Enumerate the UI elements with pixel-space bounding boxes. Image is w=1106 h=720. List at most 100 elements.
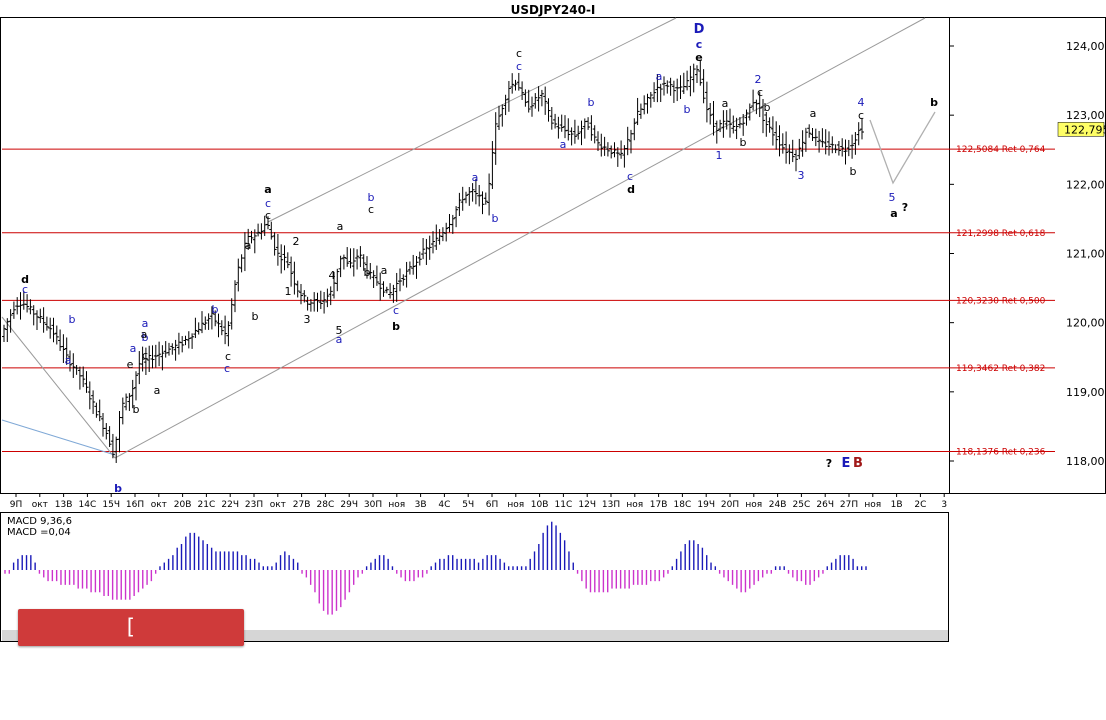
x-tick-label: ноя: [388, 500, 405, 510]
x-tick-label: 28С: [317, 500, 335, 510]
candle: [701, 69, 706, 104]
candle: [450, 214, 455, 234]
candle: [757, 91, 762, 118]
forecast-path: [869, 111, 936, 185]
candle: [790, 139, 795, 163]
x-tick-label: 2С: [914, 500, 926, 510]
candle: [850, 134, 855, 159]
candle: [292, 261, 297, 295]
candle: [411, 254, 416, 275]
candle: [84, 371, 89, 393]
candle: [813, 128, 818, 147]
candle: [200, 311, 204, 334]
wave-label: 5: [336, 324, 343, 337]
x-tick-label: ноя: [864, 500, 881, 510]
wave-label: 4: [329, 269, 336, 282]
candle: [124, 393, 129, 411]
candle: [374, 265, 379, 286]
candle: [223, 315, 228, 345]
candle: [213, 310, 218, 327]
candle: [107, 426, 112, 447]
wave-label: ?: [826, 457, 832, 470]
candle: [526, 89, 531, 113]
wave-label: 3: [304, 313, 311, 326]
fib-level-label: 121,2998 Ret 0,618: [956, 229, 1046, 239]
candle: [698, 60, 703, 86]
candle: [54, 325, 59, 345]
wave-label: b: [114, 482, 122, 495]
x-tick-label: 1В: [891, 500, 903, 510]
wave-label: D: [694, 22, 705, 37]
x-tick-label: 16П: [126, 500, 144, 510]
candle: [490, 141, 495, 190]
wave-label: a: [560, 138, 567, 151]
x-tick-label: 23П: [245, 500, 263, 510]
lower-channel-line: [114, 17, 926, 459]
x-tick-label: 20П: [721, 500, 739, 510]
y-tick-label: 124,000: [1066, 40, 1106, 53]
candle: [556, 116, 561, 139]
candle: [820, 128, 825, 148]
candle: [209, 306, 214, 330]
candles-group: [2, 60, 864, 463]
wave-label: c: [858, 109, 864, 122]
candle: [658, 83, 663, 103]
wave-label: a: [656, 70, 663, 83]
candle: [236, 258, 241, 292]
wave-label: 5: [889, 191, 896, 204]
candle: [506, 80, 511, 112]
wave-label: 1: [285, 285, 292, 298]
candle: [424, 238, 429, 265]
candle: [794, 149, 798, 172]
candle: [266, 216, 270, 230]
x-tick-label: 13В: [55, 500, 73, 510]
candle: [279, 244, 284, 274]
candle: [761, 98, 765, 134]
candle: [695, 65, 699, 84]
candle: [285, 252, 290, 269]
candle: [282, 245, 287, 271]
wave-label: a: [722, 97, 729, 110]
candle: [780, 133, 785, 154]
x-tick-label: 22Ч: [221, 500, 239, 510]
candle: [315, 292, 320, 312]
candle: [71, 353, 76, 378]
x-tick-label: ноя: [626, 500, 643, 510]
candle: [688, 65, 693, 97]
wave-label: a: [245, 239, 252, 252]
candle: [242, 232, 247, 272]
candle: [648, 91, 653, 108]
wave-label: b: [364, 266, 371, 279]
price-panel-frame: [0, 17, 1106, 494]
x-tick-label: 24В: [769, 500, 787, 510]
candle: [569, 127, 574, 146]
fib-level-label: 120,3230 Ret 0,500: [956, 296, 1046, 306]
wave-label: ?: [902, 201, 908, 214]
candle: [744, 109, 749, 126]
candle: [51, 317, 56, 343]
candle: [38, 308, 43, 324]
candle: [206, 313, 211, 330]
wave-label: 4: [858, 96, 865, 109]
candle: [846, 139, 851, 157]
wave-label: b: [740, 136, 747, 149]
candle: [843, 139, 848, 165]
left-channel-line-a: [1, 316, 116, 459]
candle: [170, 343, 175, 355]
fib-level-label: 118,1376 Ret 0,236: [956, 447, 1046, 457]
candle: [817, 130, 822, 153]
macd-label-signal: MACD =0,04: [7, 527, 71, 538]
candle: [355, 249, 360, 270]
current-price-label: 122,795: [1064, 123, 1106, 136]
candle: [183, 335, 188, 346]
candle: [272, 232, 277, 256]
candle: [25, 294, 30, 313]
candle: [275, 233, 280, 266]
x-tick-label: 4С: [438, 500, 450, 510]
candle: [579, 120, 584, 146]
candle: [371, 270, 376, 289]
chart-root: USDJPY240-I 124,000 123,000 122,000 121,000 1…: [0, 3, 1106, 646]
wave-label: b: [392, 320, 400, 333]
wave-label: a: [337, 220, 344, 233]
